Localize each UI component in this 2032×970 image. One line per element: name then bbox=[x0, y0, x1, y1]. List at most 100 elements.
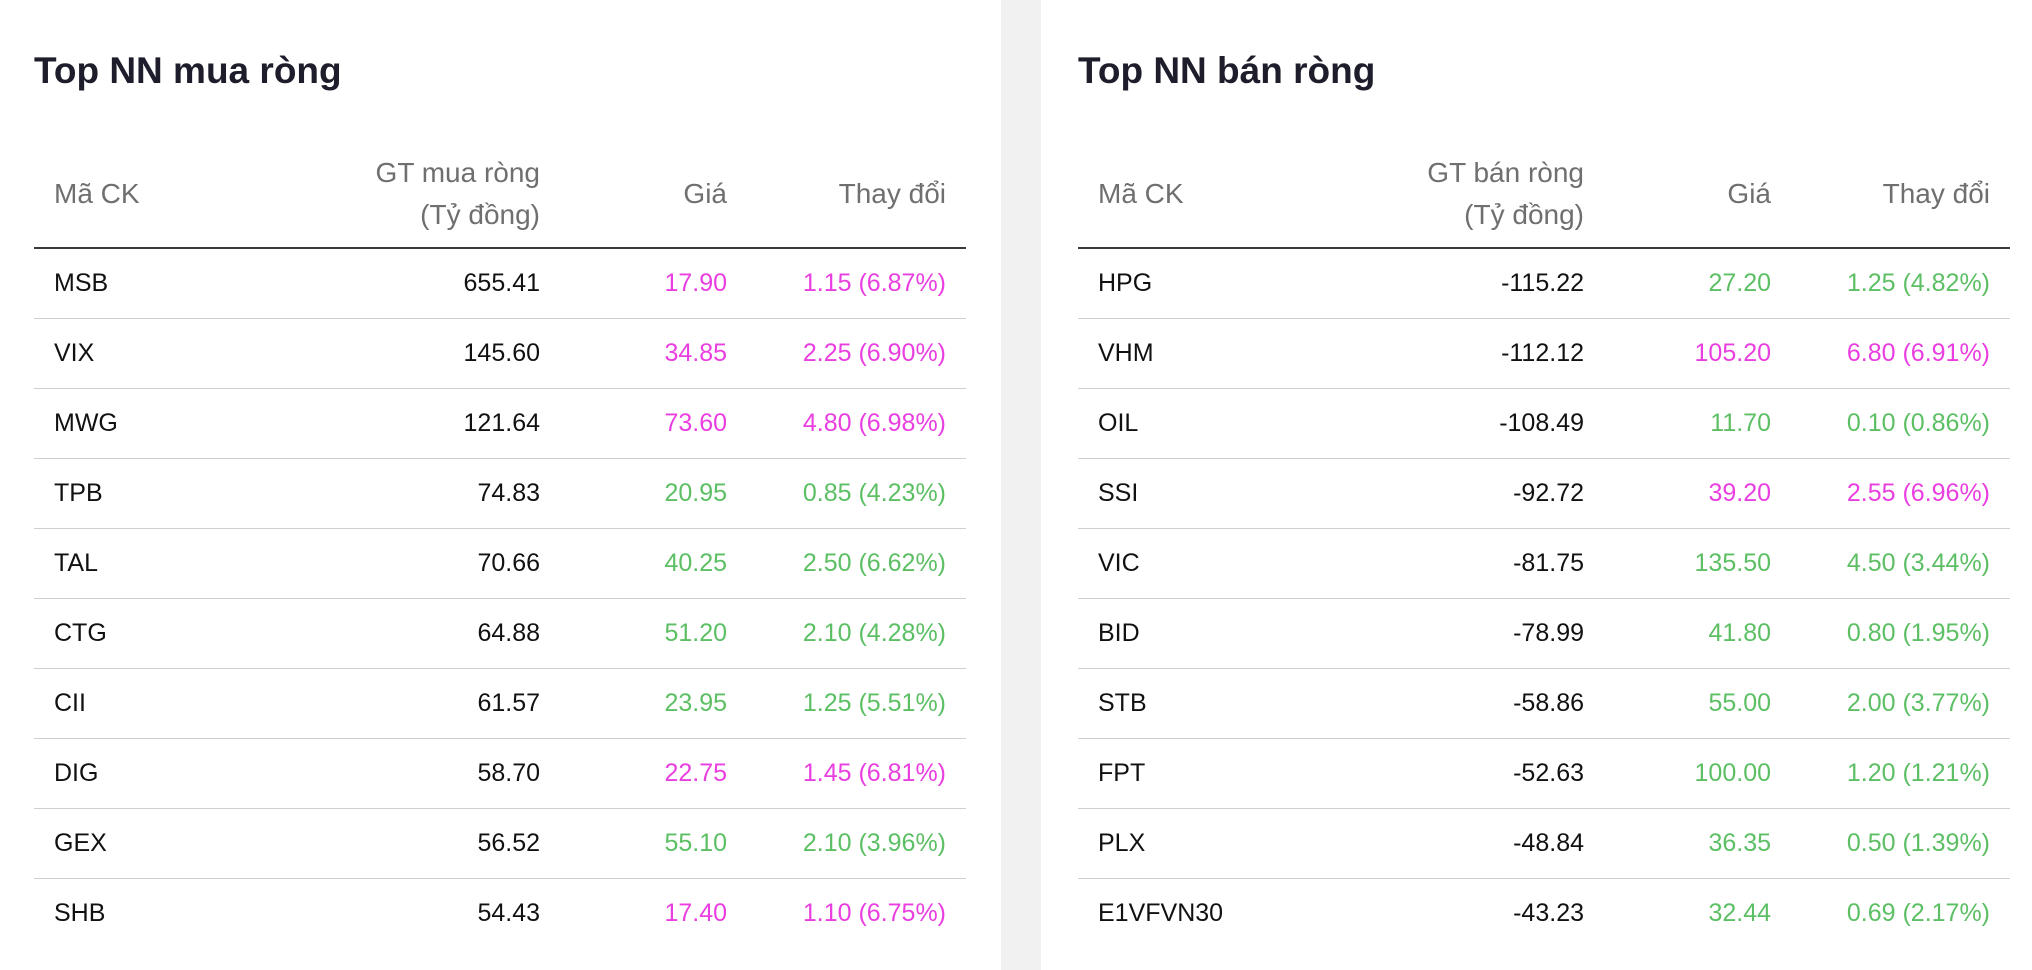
table-row[interactable]: MWG 121.64 73.60 4.80 (6.98%) bbox=[34, 388, 966, 459]
panel-title: Top NN mua ròng bbox=[34, 50, 342, 91]
stock-code[interactable]: HPG bbox=[1078, 248, 1278, 319]
stock-code[interactable]: DIG bbox=[34, 738, 234, 809]
price-change: 6.80 (6.91%) bbox=[1791, 318, 2010, 389]
table-body: MSB 655.41 17.90 1.15 (6.87%) VIX 145.60 34.85… bbox=[34, 248, 966, 948]
price-change: 1.25 (4.82%) bbox=[1791, 248, 2010, 319]
net-value: 121.64 bbox=[234, 388, 560, 459]
price-change: 2.10 (4.28%) bbox=[747, 598, 966, 669]
column-header-code: Mã CK bbox=[1078, 140, 1278, 249]
table-row[interactable]: TPB 74.83 20.95 0.85 (4.23%) bbox=[34, 458, 966, 529]
price-change: 1.25 (5.51%) bbox=[747, 668, 966, 739]
price-change: 0.50 (1.39%) bbox=[1791, 808, 2010, 879]
stock-code[interactable]: TPB bbox=[34, 458, 234, 529]
price: 36.35 bbox=[1604, 808, 1791, 879]
column-header-change: Thay đổi bbox=[747, 140, 966, 249]
table-row[interactable]: BID -78.99 41.80 0.80 (1.95%) bbox=[1078, 598, 2010, 669]
net-value: -92.72 bbox=[1278, 458, 1604, 529]
stock-code[interactable]: MWG bbox=[34, 388, 234, 459]
net-value: -108.49 bbox=[1278, 388, 1604, 459]
net-value: -78.99 bbox=[1278, 598, 1604, 669]
net-value: -58.86 bbox=[1278, 668, 1604, 739]
table-row[interactable]: OIL -108.49 11.70 0.10 (0.86%) bbox=[1078, 388, 2010, 459]
stock-code[interactable]: GEX bbox=[34, 808, 234, 879]
header-line-1: GT bán ròng bbox=[1427, 156, 1584, 188]
stock-code[interactable]: SHB bbox=[54, 898, 106, 927]
stock-code[interactable]: TAL bbox=[34, 528, 234, 599]
net-sell-table: Mã CK GT bán ròng (Tỷ đồng) Giá Thay đổi… bbox=[1078, 140, 2010, 948]
panel-title: Top NN bán ròng bbox=[1078, 50, 1376, 91]
net-buy-table: Mã CK GT mua ròng (Tỷ đồng) Giá Thay đổi… bbox=[34, 140, 966, 948]
table-row[interactable]: CII 61.57 23.95 1.25 (5.51%) bbox=[34, 668, 966, 739]
top-foreign-net-buy-panel: Top NN mua ròng Mã CK GT mua ròng (Tỷ đồ… bbox=[0, 0, 1001, 970]
table-row[interactable]: FPT -52.63 100.00 1.20 (1.21%) bbox=[1078, 738, 2010, 809]
net-value: 655.41 bbox=[234, 248, 560, 319]
table-row[interactable]: E1VFVN30 -43.23 32.44 0.69 (2.17%) bbox=[1078, 878, 2010, 948]
price-change: 0.69 (2.17%) bbox=[1846, 898, 1990, 927]
stock-code[interactable]: VHM bbox=[1078, 318, 1278, 389]
top-foreign-net-sell-panel: Top NN bán ròng Mã CK GT bán ròng (Tỷ đồ… bbox=[1041, 0, 2032, 970]
price: 17.40 bbox=[664, 898, 727, 927]
net-value: -48.84 bbox=[1278, 808, 1604, 879]
net-value: 74.83 bbox=[234, 458, 560, 529]
table-row[interactable]: SSI -92.72 39.20 2.55 (6.96%) bbox=[1078, 458, 2010, 529]
table-row[interactable]: GEX 56.52 55.10 2.10 (3.96%) bbox=[34, 808, 966, 879]
table-row[interactable]: VIX 145.60 34.85 2.25 (6.90%) bbox=[34, 318, 966, 389]
price-change: 1.15 (6.87%) bbox=[747, 248, 966, 319]
table-row[interactable]: SHB 54.43 17.40 1.10 (6.75%) bbox=[34, 878, 966, 948]
price: 20.95 bbox=[560, 458, 747, 529]
column-header-price: Giá bbox=[1604, 140, 1791, 249]
price: 55.00 bbox=[1604, 668, 1791, 739]
table-row[interactable]: MSB 655.41 17.90 1.15 (6.87%) bbox=[34, 248, 966, 319]
price: 11.70 bbox=[1604, 388, 1791, 459]
price: 73.60 bbox=[560, 388, 747, 459]
header-line-2: (Tỷ đồng) bbox=[420, 198, 540, 230]
stock-code[interactable]: SSI bbox=[1078, 458, 1278, 529]
stock-code[interactable]: PLX bbox=[1078, 808, 1278, 879]
stock-code[interactable]: FPT bbox=[1078, 738, 1278, 809]
price-change: 4.80 (6.98%) bbox=[747, 388, 966, 459]
stock-code[interactable]: CTG bbox=[34, 598, 234, 669]
price-change: 2.25 (6.90%) bbox=[747, 318, 966, 389]
net-value: -115.22 bbox=[1278, 248, 1604, 319]
table-body: HPG -115.22 27.20 1.25 (4.82%) VHM -112.12 105… bbox=[1078, 248, 2010, 948]
column-header-change: Thay đổi bbox=[1791, 140, 2010, 249]
table-row[interactable]: HPG -115.22 27.20 1.25 (4.82%) bbox=[1078, 248, 2010, 319]
column-header-net-sell-value: GT bán ròng (Tỷ đồng) bbox=[1278, 140, 1604, 249]
price: 39.20 bbox=[1604, 458, 1791, 529]
stock-code[interactable]: OIL bbox=[1078, 388, 1278, 459]
price: 22.75 bbox=[560, 738, 747, 809]
stock-code[interactable]: VIX bbox=[34, 318, 234, 389]
table-row[interactable]: TAL 70.66 40.25 2.50 (6.62%) bbox=[34, 528, 966, 599]
price-change: 1.20 (1.21%) bbox=[1791, 738, 2010, 809]
net-value: 64.88 bbox=[234, 598, 560, 669]
net-value: 61.57 bbox=[234, 668, 560, 739]
stock-code[interactable]: CII bbox=[34, 668, 234, 739]
price: 17.90 bbox=[560, 248, 747, 319]
price: 135.50 bbox=[1604, 528, 1791, 599]
table-row[interactable]: VHM -112.12 105.20 6.80 (6.91%) bbox=[1078, 318, 2010, 389]
net-value: -81.75 bbox=[1278, 528, 1604, 599]
price-change: 2.10 (3.96%) bbox=[747, 808, 966, 879]
net-value: 145.60 bbox=[234, 318, 560, 389]
price: 32.44 bbox=[1708, 898, 1771, 927]
column-header-net-buy-value: GT mua ròng (Tỷ đồng) bbox=[234, 140, 560, 249]
table-row[interactable]: STB -58.86 55.00 2.00 (3.77%) bbox=[1078, 668, 2010, 739]
price: 55.10 bbox=[560, 808, 747, 879]
stock-code[interactable]: MSB bbox=[34, 248, 234, 319]
stock-code[interactable]: BID bbox=[1078, 598, 1278, 669]
table-row[interactable]: VIC -81.75 135.50 4.50 (3.44%) bbox=[1078, 528, 2010, 599]
stock-code[interactable]: STB bbox=[1078, 668, 1278, 739]
table-header: Mã CK GT bán ròng (Tỷ đồng) Giá Thay đổi bbox=[1078, 140, 2010, 249]
price: 105.20 bbox=[1604, 318, 1791, 389]
net-value: -43.23 bbox=[1513, 898, 1584, 927]
net-value: 56.52 bbox=[234, 808, 560, 879]
table-row[interactable]: DIG 58.70 22.75 1.45 (6.81%) bbox=[34, 738, 966, 809]
table-header: Mã CK GT mua ròng (Tỷ đồng) Giá Thay đổi bbox=[34, 140, 966, 249]
net-value: 58.70 bbox=[234, 738, 560, 809]
stock-code[interactable]: E1VFVN30 bbox=[1098, 898, 1224, 927]
price: 23.95 bbox=[560, 668, 747, 739]
stock-code[interactable]: VIC bbox=[1078, 528, 1278, 599]
header-line-2: (Tỷ đồng) bbox=[1464, 198, 1584, 230]
table-row[interactable]: CTG 64.88 51.20 2.10 (4.28%) bbox=[34, 598, 966, 669]
table-row[interactable]: PLX -48.84 36.35 0.50 (1.39%) bbox=[1078, 808, 2010, 879]
